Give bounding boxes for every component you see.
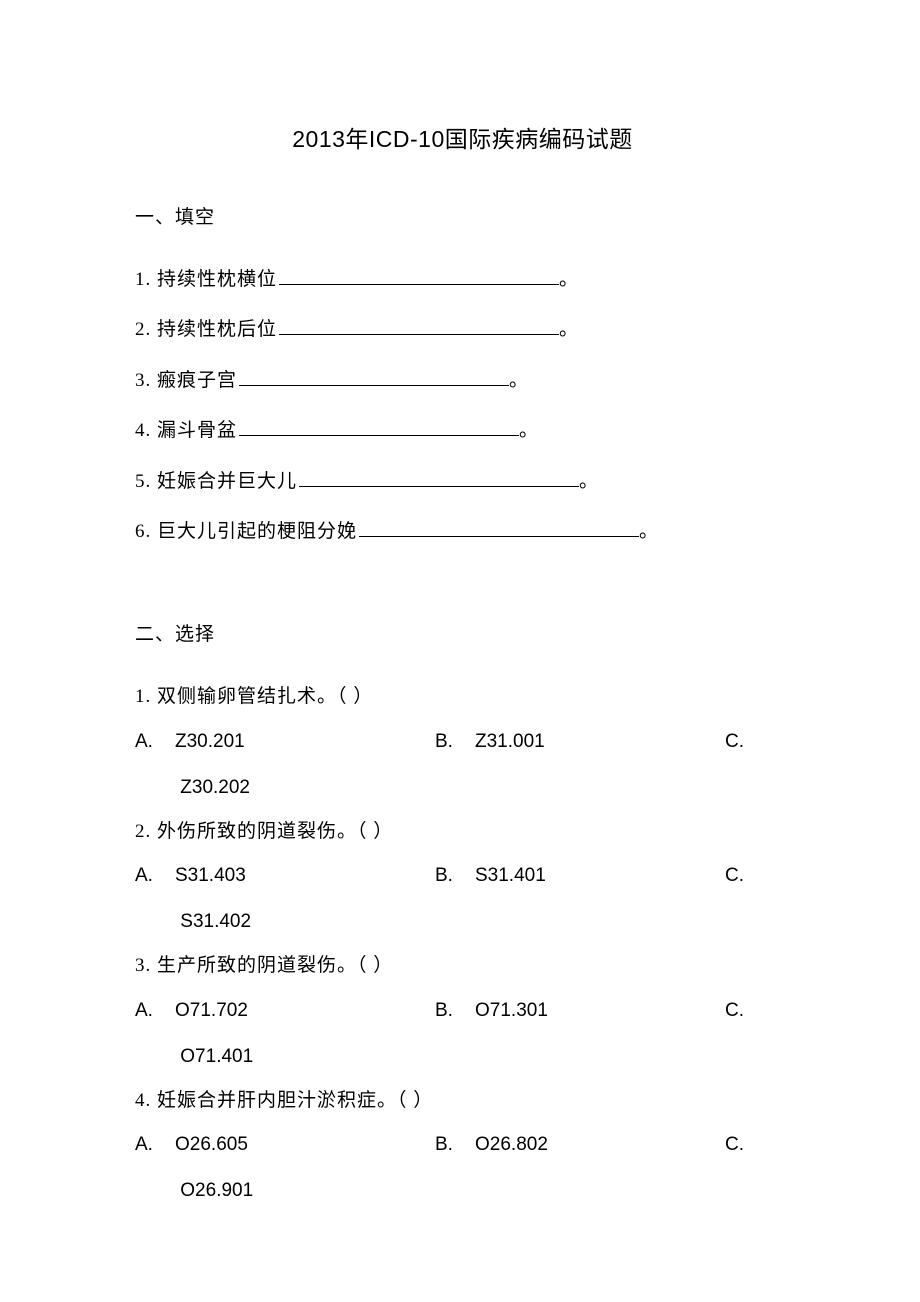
option-c-value: O26.901 [180, 1180, 253, 1202]
option-b-value: Z31.001 [475, 731, 725, 753]
fill-item-text: 5. 妊娠合并巨大儿 [135, 471, 297, 492]
fill-blank [239, 368, 509, 386]
mc-question: 4. 妊娠合并肝内胆汁淤积症。（ ） [135, 1086, 790, 1116]
fill-item: 2. 持续性枕后位 。 [135, 315, 790, 345]
mc-question: 3. 生产所致的阴道裂伤。（ ） [135, 951, 790, 981]
option-b-label: B. [435, 1134, 475, 1156]
option-a-value: O71.702 [175, 1000, 435, 1022]
option-b-label: B. [435, 731, 475, 753]
mc-question: 1. 双侧输卵管结扎术。（ ） [135, 682, 790, 712]
option-a-value: Z30.201 [175, 731, 435, 753]
fill-item: 5. 妊娠合并巨大儿 。 [135, 467, 790, 497]
option-a-label: A. [135, 731, 175, 753]
option-c-value: Z30.202 [180, 777, 250, 799]
fill-item: 4. 漏斗骨盆 。 [135, 416, 790, 446]
period: 。 [639, 521, 659, 542]
fill-blank [359, 519, 639, 537]
option-b-value: O71.301 [475, 1000, 725, 1022]
fill-item-text: 1. 持续性枕横位 [135, 269, 277, 290]
section-2-header: 二、选择 [135, 619, 790, 646]
section-1-header: 一、填空 [135, 202, 790, 229]
option-c-value: S31.402 [180, 911, 251, 933]
option-b-value: O26.802 [475, 1134, 725, 1156]
mc-options: A. O71.702 B. O71.301 C. O71.401 [135, 1000, 790, 1068]
period: 。 [519, 420, 539, 441]
fill-blank [299, 469, 579, 487]
option-b-value: S31.401 [475, 865, 725, 887]
mc-question: 2. 外伤所致的阴道裂伤。（ ） [135, 817, 790, 847]
fill-blank [279, 317, 559, 335]
fill-item-text: 3. 瘢痕子宫 [135, 370, 237, 391]
option-a-value: S31.403 [175, 865, 435, 887]
option-b-label: B. [435, 865, 475, 887]
option-a-label: A. [135, 865, 175, 887]
page-title: 2013年ICD-10国际疾病编码试题 [135, 120, 790, 154]
period: 。 [559, 269, 579, 290]
fill-item: 3. 瘢痕子宫 。 [135, 366, 790, 396]
option-c-value: O71.401 [180, 1046, 253, 1068]
fill-item: 6. 巨大儿引起的梗阻分娩 。 [135, 517, 790, 547]
option-c-label: C. [725, 731, 755, 753]
option-c-label: C. [725, 1134, 755, 1156]
fill-blank [239, 418, 519, 436]
fill-item: 1. 持续性枕横位 。 [135, 265, 790, 295]
option-c-label: C. [725, 1000, 755, 1022]
option-a-label: A. [135, 1000, 175, 1022]
mc-options: A. O26.605 B. O26.802 C. O26.901 [135, 1134, 790, 1202]
mc-options: A. S31.403 B. S31.401 C. S31.402 [135, 865, 790, 933]
option-c-label: C. [725, 865, 755, 887]
option-b-label: B. [435, 1000, 475, 1022]
option-a-value: O26.605 [175, 1134, 435, 1156]
fill-item-text: 2. 持续性枕后位 [135, 319, 277, 340]
period: 。 [559, 319, 579, 340]
period: 。 [579, 471, 599, 492]
fill-item-text: 6. 巨大儿引起的梗阻分娩 [135, 521, 357, 542]
fill-item-text: 4. 漏斗骨盆 [135, 420, 237, 441]
option-a-label: A. [135, 1134, 175, 1156]
period: 。 [509, 370, 529, 391]
mc-options: A. Z30.201 B. Z31.001 C. Z30.202 [135, 731, 790, 799]
fill-blank [279, 267, 559, 285]
